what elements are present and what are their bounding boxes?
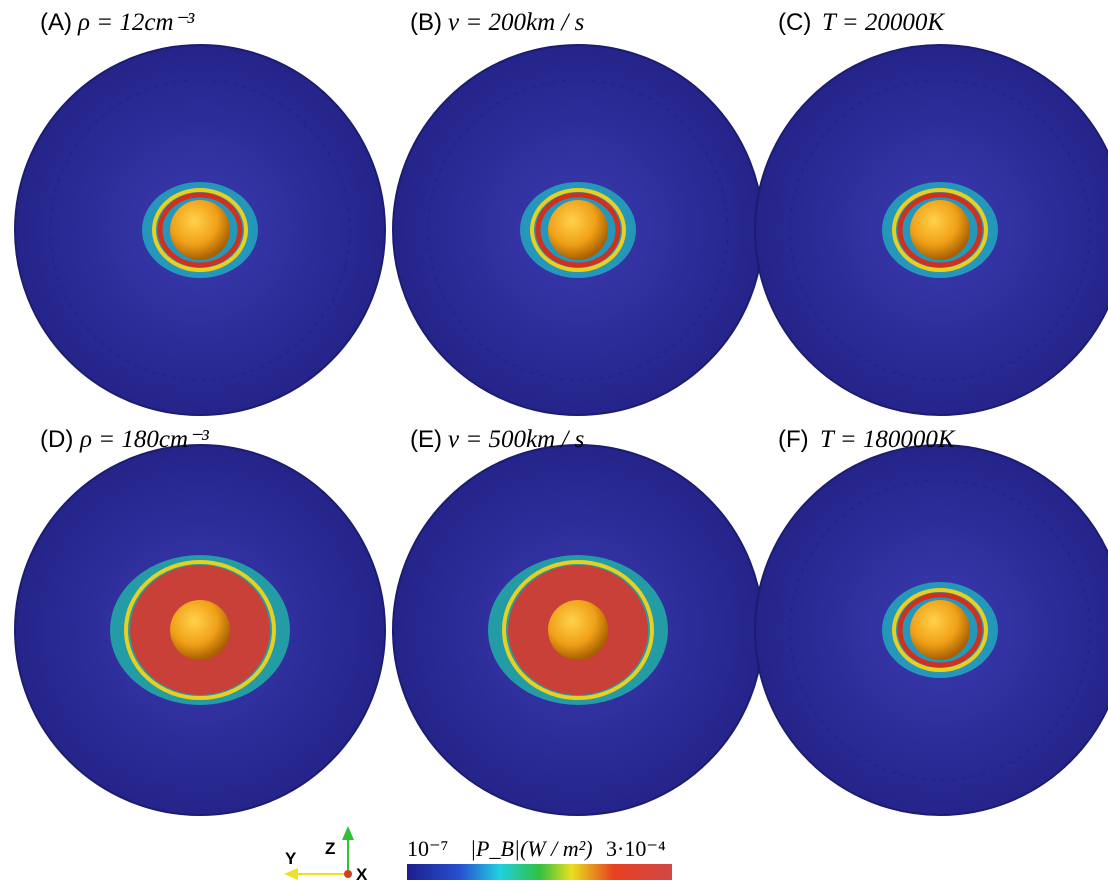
panel-formula: v = 500km / s <box>448 426 584 453</box>
panel-formula: T = 180000K <box>820 426 956 453</box>
x-label: X <box>356 865 368 883</box>
panel-letter: (B) <box>410 9 442 36</box>
panel-formula: T = 20000K <box>822 9 945 36</box>
x-axis-dot <box>344 870 352 878</box>
panel-image <box>393 45 763 415</box>
panel-letter: (D) <box>40 426 73 453</box>
panel-formula: ρ = 12cm⁻³ <box>77 9 195 36</box>
colorbar-max: 3·10⁻⁴ <box>606 836 666 861</box>
panel-label: (A) ρ = 12cm⁻³ (B) v = 200km / s (C) T =… <box>40 9 956 453</box>
y-arrow <box>284 868 298 880</box>
panel-image <box>755 45 1108 415</box>
axes-triad: Z Y X <box>284 826 368 883</box>
panel-image <box>13 443 387 817</box>
colorbar-title: |P_B|(W / m²) <box>470 836 593 861</box>
panel-letter: (C) <box>778 9 811 36</box>
z-arrow <box>342 826 354 840</box>
panel-image <box>15 45 385 415</box>
y-label: Y <box>285 849 297 868</box>
panel-letter: (F) <box>778 426 809 453</box>
panel-letter: (E) <box>410 426 442 453</box>
panel-formula: ρ = 180cm⁻³ <box>79 426 209 453</box>
panel-image <box>391 443 765 817</box>
panel-letter: (A) <box>40 9 72 36</box>
panel-formula: v = 200km / s <box>448 9 584 36</box>
colorbar: 10⁻⁷ |P_B|(W / m²) 3·10⁻⁴ <box>407 836 672 880</box>
panel-image <box>755 445 1108 815</box>
z-label: Z <box>325 839 335 858</box>
colorbar-bar <box>407 864 672 880</box>
colorbar-min: 10⁻⁷ <box>407 836 448 861</box>
